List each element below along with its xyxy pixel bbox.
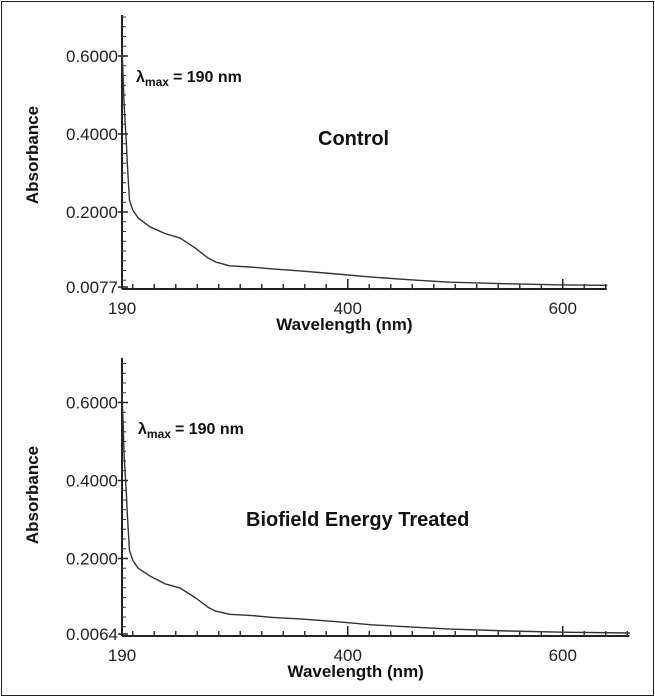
spectrum-point	[508, 630, 510, 632]
spectrum-point	[411, 279, 413, 281]
spectrum-point	[149, 575, 151, 577]
spectrum-point	[207, 257, 209, 259]
y-tick-label: 0.2000	[66, 549, 118, 568]
sample-label: Biofield Energy Treated	[246, 509, 469, 531]
spectrum-point	[508, 283, 510, 285]
spectrum-point	[370, 624, 372, 626]
y-axis-title: Absorbance	[23, 106, 42, 204]
spectrum-point	[336, 621, 338, 623]
spectrum-point	[606, 284, 608, 286]
x-tick-label: 190	[108, 299, 136, 318]
lambda-max-annotation: λmax = 190 nm	[136, 69, 242, 89]
spectrum-point	[562, 631, 564, 633]
spectrum-point	[137, 567, 139, 569]
spectrum-point	[126, 164, 128, 166]
spectrum-point	[194, 596, 196, 599]
y-tick-label: 0.4000	[66, 125, 118, 144]
x-axis-title: Wavelength (nm)	[288, 662, 424, 681]
y-tick-label: 0.0077	[66, 278, 118, 297]
spectrum-point	[449, 628, 451, 630]
spectrum-point	[249, 266, 251, 268]
x-tick-label: 190	[108, 646, 136, 665]
spectrum-point	[214, 261, 217, 263]
lambda-subscript: max	[145, 75, 169, 89]
spectrum-point	[132, 209, 134, 211]
x-tick-label: 600	[549, 299, 577, 318]
spectrum-point	[125, 141, 127, 143]
spectrum-point	[214, 610, 217, 612]
spectrum-point	[122, 421, 124, 423]
spectrum-point	[411, 626, 413, 628]
lambda-symbol: λ	[136, 69, 145, 86]
spectrum-point	[628, 632, 631, 634]
spectrum-point	[336, 273, 338, 275]
spectrum-point	[126, 514, 128, 517]
chart-panel-1: 0.0077 0.2000 0.4000 0.6000 190 400 600 Wavelen…	[23, 15, 608, 334]
lambda-value: = 190 nm	[173, 69, 242, 86]
spectrum-point	[149, 226, 151, 228]
spectrum-point	[299, 270, 302, 272]
spectrum-point	[125, 491, 127, 493]
y-tick-label: 0.4000	[66, 471, 118, 490]
spectrum-point	[207, 606, 209, 608]
spectrum-point	[137, 217, 139, 219]
spectrum-point	[179, 587, 181, 589]
spectrum-point	[194, 247, 196, 249]
x-axis-title: Wavelength (nm)	[276, 315, 412, 334]
spectrum-point	[271, 616, 274, 618]
spectrum-point	[299, 618, 302, 620]
lambda-subscript: max	[147, 427, 171, 441]
y-axis-title: Absorbance	[23, 446, 42, 544]
spectrum-point	[128, 199, 131, 201]
y-tick-label: 0.2000	[66, 203, 118, 222]
spectrum-point	[179, 237, 181, 239]
spectrum-point	[228, 613, 231, 615]
spectrum-point	[164, 583, 166, 585]
y-tick-label: 0.0064	[66, 625, 118, 644]
y-tick-label: 0.6000	[66, 393, 118, 412]
spectrum-point	[562, 284, 564, 286]
spectrum-point	[123, 106, 125, 108]
lambda-symbol: λ	[138, 421, 147, 438]
spectrum-point	[122, 74, 124, 77]
chart-panel-2: 0.0064 0.2000 0.4000 0.6000 190 400 600 Wavelen…	[23, 358, 631, 681]
spectrum-point	[449, 281, 451, 283]
spectrum-point	[121, 394, 123, 396]
y-tick-label: 0.6000	[66, 47, 118, 66]
spectrum-point	[123, 456, 125, 458]
spectrum-point	[164, 232, 166, 235]
spectrum-point	[228, 265, 231, 267]
spectrum-point	[128, 550, 131, 552]
lambda-max-annotation: λmax = 190 nm	[138, 421, 244, 441]
x-tick-label: 600	[549, 646, 577, 665]
spectrum-point	[249, 614, 251, 617]
spectrum-point	[271, 268, 274, 270]
spectrum-point	[121, 47, 123, 49]
lambda-value: = 190 nm	[175, 421, 244, 438]
sample-label: Control	[318, 128, 389, 150]
x-tick-label: 400	[334, 299, 362, 318]
spectrum-point	[370, 276, 372, 278]
spectrum-point	[132, 559, 134, 562]
x-tick-label: 400	[334, 646, 362, 665]
